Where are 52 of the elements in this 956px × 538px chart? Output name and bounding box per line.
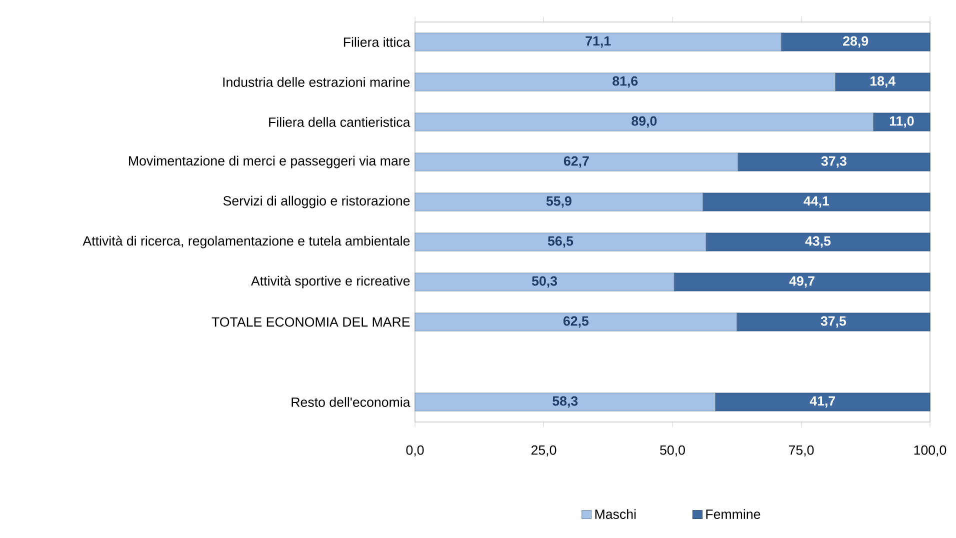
data-label: 71,1 <box>586 36 611 48</box>
y-tick-label: Movimentazione di merci e passeggeri via mare <box>129 156 410 168</box>
data-label: 28,9 <box>843 36 868 48</box>
bar <box>738 152 930 172</box>
bar <box>414 232 706 252</box>
data-label: 62,7 <box>564 156 589 168</box>
legend-label: Femmine <box>706 509 760 519</box>
data-label: 44,1 <box>804 196 830 208</box>
bar <box>414 192 704 212</box>
bar <box>736 312 930 332</box>
bar <box>414 72 836 92</box>
bar <box>780 32 930 52</box>
y-tick-label: Attività di ricerca, regolamentazione e tutela ambientale <box>82 236 410 248</box>
data-label: 41,7 <box>810 396 836 408</box>
bar <box>414 272 674 292</box>
y-tick-label: Industria delle estrazioni marine <box>223 77 410 87</box>
data-label: 43,5 <box>805 236 831 248</box>
bar <box>414 32 782 52</box>
y-tick-label: Attività sportive e ricreative <box>251 276 410 288</box>
data-label: 18,4 <box>870 76 896 88</box>
data-label: 37,3 <box>821 156 846 168</box>
x-tick-label: 0,0 <box>406 445 424 456</box>
x-tick-label: 100,0 <box>914 445 946 456</box>
bar <box>714 392 930 412</box>
bar <box>674 272 930 292</box>
y-tick-label: Filiera della cantieristica <box>269 117 410 127</box>
data-label: 89,0 <box>632 116 657 128</box>
data-label: 37,5 <box>820 316 846 328</box>
legend-label: Maschi <box>595 509 636 519</box>
data-label: 50,3 <box>532 276 558 288</box>
data-label: 49,7 <box>789 276 814 288</box>
bar <box>414 112 874 132</box>
y-tick-label: Servizi di alloggio e ristorazione <box>223 196 410 208</box>
data-label: 58,3 <box>552 396 578 408</box>
data-label: 81,6 <box>612 76 638 88</box>
bar <box>414 392 716 412</box>
data-label: 56,5 <box>548 236 574 248</box>
bar <box>834 72 930 92</box>
bar <box>873 112 930 132</box>
y-tick-label: Resto dell'economia <box>292 397 410 407</box>
x-tick-label: 50,0 <box>660 445 685 456</box>
y-tick-label: TOTALE ECONOMIA DEL MARE <box>212 317 410 327</box>
bar <box>414 312 738 332</box>
data-label: 62,5 <box>563 316 589 328</box>
bar <box>706 232 930 252</box>
data-label: 55,9 <box>546 196 572 208</box>
y-tick-label: Filiera ittica <box>344 37 410 47</box>
x-tick-label: 75,0 <box>788 445 814 456</box>
x-tick-label: 25,0 <box>531 445 556 456</box>
bar <box>702 192 930 212</box>
bar <box>414 152 738 172</box>
data-label: 11,0 <box>890 116 914 128</box>
